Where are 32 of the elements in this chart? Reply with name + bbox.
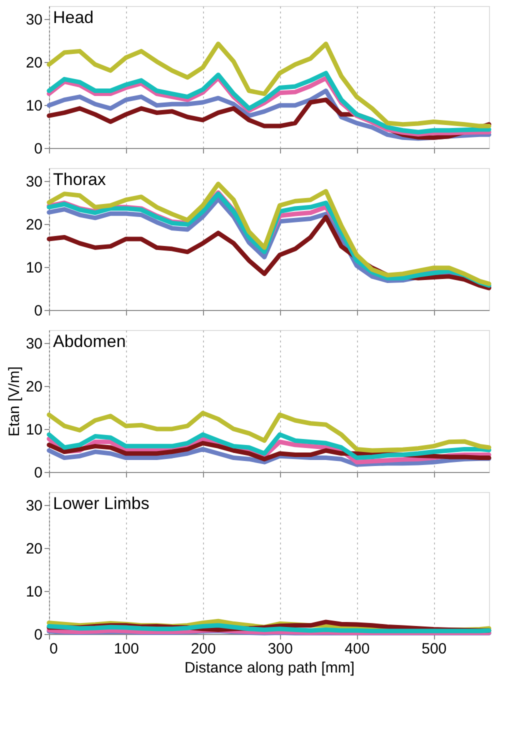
y-tick-label: 30: [26, 11, 42, 28]
y-tick-label: 20: [26, 216, 42, 234]
y-tick-label: 0: [34, 464, 42, 482]
y-tick-label: 20: [26, 540, 42, 558]
y-tick-label: 30: [26, 173, 42, 190]
line-series: [46, 432, 492, 460]
y-tick-label: 20: [26, 378, 42, 396]
y-axis-title: Etan [V/m]: [6, 366, 23, 437]
line-series: [46, 42, 492, 128]
chart-title: Lower Limbs: [53, 494, 150, 513]
y-tick-label: 0: [34, 626, 42, 644]
chart-title: Head: [53, 8, 94, 27]
x-tick-label: 500: [422, 640, 447, 658]
x-axis-title: Distance along path [mm]: [184, 660, 355, 676]
y-tick-label: 0: [34, 302, 42, 320]
x-tick-label: 400: [344, 640, 370, 658]
x-tick-label: 100: [114, 640, 139, 658]
y-tick-label: 10: [26, 583, 42, 600]
line-series: [46, 446, 492, 467]
x-tick-label: 200: [190, 640, 216, 658]
chart-title: Abdomen: [53, 332, 126, 351]
y-tick-label: 10: [26, 97, 42, 114]
chart-title: Thorax: [53, 170, 106, 189]
y-tick-label: 10: [26, 421, 42, 438]
line-series: [46, 410, 492, 453]
y-tick-label: 30: [26, 335, 42, 352]
y-tick-label: 20: [26, 54, 42, 72]
y-tick-label: 0: [34, 140, 42, 158]
y-tick-label: 30: [26, 497, 42, 514]
y-tick-label: 10: [26, 259, 42, 276]
x-tick-label: 300: [268, 640, 293, 658]
x-tick-label: 0: [50, 640, 58, 658]
